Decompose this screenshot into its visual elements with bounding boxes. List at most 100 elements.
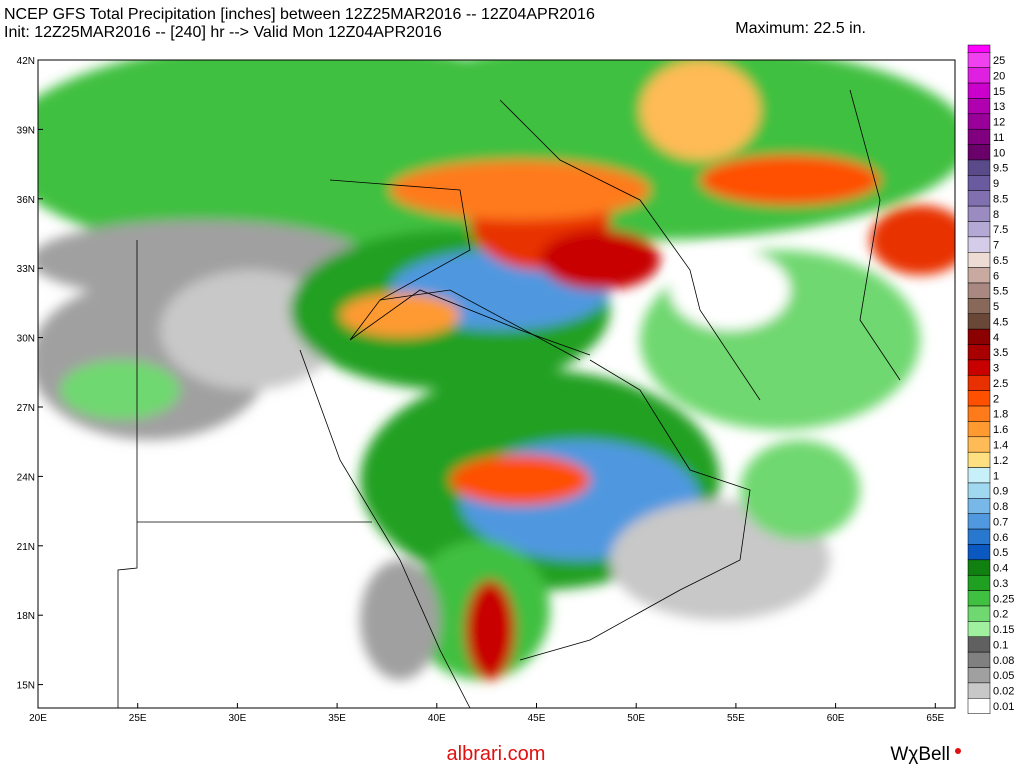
latitude-labels: 42N 39N 36N 33N 30N 27N 24N 21N 18N 15N <box>17 56 43 692</box>
colorbar-box <box>967 298 991 315</box>
colorbar-label: 8 <box>993 209 999 221</box>
colorbar-box <box>967 574 991 591</box>
colorbar-box <box>967 590 991 607</box>
colorbar-box <box>967 190 991 207</box>
lon-label: 45E <box>528 713 546 724</box>
colorbar-box <box>967 205 991 222</box>
colorbar-label: 20 <box>993 70 1005 82</box>
colorbar-label: 1.2 <box>993 455 1008 467</box>
colorbar-box <box>967 175 991 191</box>
colorbar-label: 10 <box>993 147 1005 159</box>
colorbar-label: 2 <box>993 393 999 405</box>
precip-area <box>60 360 180 420</box>
watermark: albrari.com <box>447 743 546 765</box>
colorbar-label: 1.8 <box>993 409 1008 421</box>
lat-label: 36N <box>17 195 35 206</box>
colorbar-label: 1.4 <box>993 440 1008 452</box>
colorbar-box <box>967 482 991 499</box>
colorbar-label: 2.5 <box>993 378 1008 390</box>
colorbar-box <box>967 375 991 391</box>
colorbar-label: 0.2 <box>993 609 1008 621</box>
map <box>38 60 955 708</box>
lat-label: 24N <box>17 472 35 483</box>
colorbar-box <box>967 328 991 345</box>
precip-area <box>340 293 460 337</box>
lat-label: 18N <box>17 611 35 622</box>
colorbar-box <box>967 421 991 438</box>
colorbar-box <box>967 52 991 68</box>
lon-label: 55E <box>727 713 745 724</box>
colorbar-box <box>967 252 991 268</box>
lon-label: 40E <box>428 713 446 724</box>
colorbar-label: 11 <box>993 132 1004 144</box>
lon-label: 35E <box>328 713 346 724</box>
lat-label: 30N <box>17 334 35 345</box>
colorbar-box <box>967 67 991 84</box>
maximum: Maximum: 22.5 in. <box>735 20 866 37</box>
title-line-1: NCEP GFS Total Precipitation [inches] be… <box>4 6 595 23</box>
colorbar-label: 1 <box>993 470 999 482</box>
colorbar-label: 25 <box>993 55 1005 67</box>
colorbar-label: 0.08 <box>993 655 1014 667</box>
precip-area <box>390 160 650 220</box>
lon-label: 20E <box>29 713 47 724</box>
colorbar-box <box>967 82 991 99</box>
precip-area <box>870 205 955 275</box>
border <box>299 349 471 708</box>
lon-label: 60E <box>827 713 845 724</box>
colorbar-label: 0.1 <box>993 639 1008 651</box>
colorbar-label: 0.01 <box>993 701 1014 713</box>
colorbar-label: 0.9 <box>993 486 1008 498</box>
colorbar-box <box>967 113 991 130</box>
colorbar-box <box>967 667 991 684</box>
colorbar-label: 5.5 <box>993 286 1008 298</box>
colorbar-label: 8.5 <box>993 193 1008 205</box>
colorbar-box <box>967 544 991 561</box>
colorbar-box <box>967 605 991 622</box>
colorbar-label: 6 <box>993 270 999 282</box>
border <box>329 179 591 356</box>
colorbar-box <box>967 359 991 376</box>
lat-label: 27N <box>17 403 35 414</box>
colorbar-label: 0.6 <box>993 532 1008 544</box>
title-line-2: Init: 12Z25MAR2016 -- [240] hr --> Valid… <box>4 24 442 41</box>
colorbar-box <box>967 559 991 576</box>
lat-label: 39N <box>17 125 35 136</box>
borders <box>117 89 901 708</box>
colorbar-label: 0.05 <box>993 670 1014 682</box>
precip-area <box>670 250 790 330</box>
lat-label: 42N <box>17 56 35 67</box>
map-frame <box>37 59 956 709</box>
colorbar-label: 0.3 <box>993 578 1008 590</box>
border <box>519 359 751 661</box>
colorbar-label: 9.5 <box>993 163 1008 175</box>
colorbar-label: 7 <box>993 240 999 252</box>
precip-area <box>640 60 760 160</box>
precip-area <box>465 580 515 680</box>
colorbar-box <box>967 128 991 145</box>
colorbar-box <box>967 436 991 453</box>
colorbar-label: 0.02 <box>993 686 1014 698</box>
lat-label: 15N <box>17 681 35 692</box>
colorbar-box <box>967 621 991 637</box>
colorbar-box <box>967 682 991 699</box>
colorbar-label: 0.7 <box>993 516 1008 528</box>
colorbar-top-box <box>967 44 991 54</box>
colorbar-box <box>967 498 991 514</box>
colorbar-box <box>967 651 991 668</box>
colorbar-box <box>967 636 991 653</box>
colorbar-box <box>967 98 991 115</box>
colorbar-box <box>967 451 991 468</box>
colorbar-label: 6.5 <box>993 255 1008 267</box>
colorbar-label: 3.5 <box>993 347 1008 359</box>
lon-label: 30E <box>229 713 247 724</box>
precip-area <box>450 455 590 505</box>
colorbar-box <box>967 390 991 407</box>
lat-label: 21N <box>17 542 35 553</box>
colorbar-label: 4 <box>993 332 999 344</box>
colorbar-label: 5 <box>993 301 999 313</box>
lat-label: 33N <box>17 264 35 275</box>
colorbar-label: 4.5 <box>993 316 1008 328</box>
